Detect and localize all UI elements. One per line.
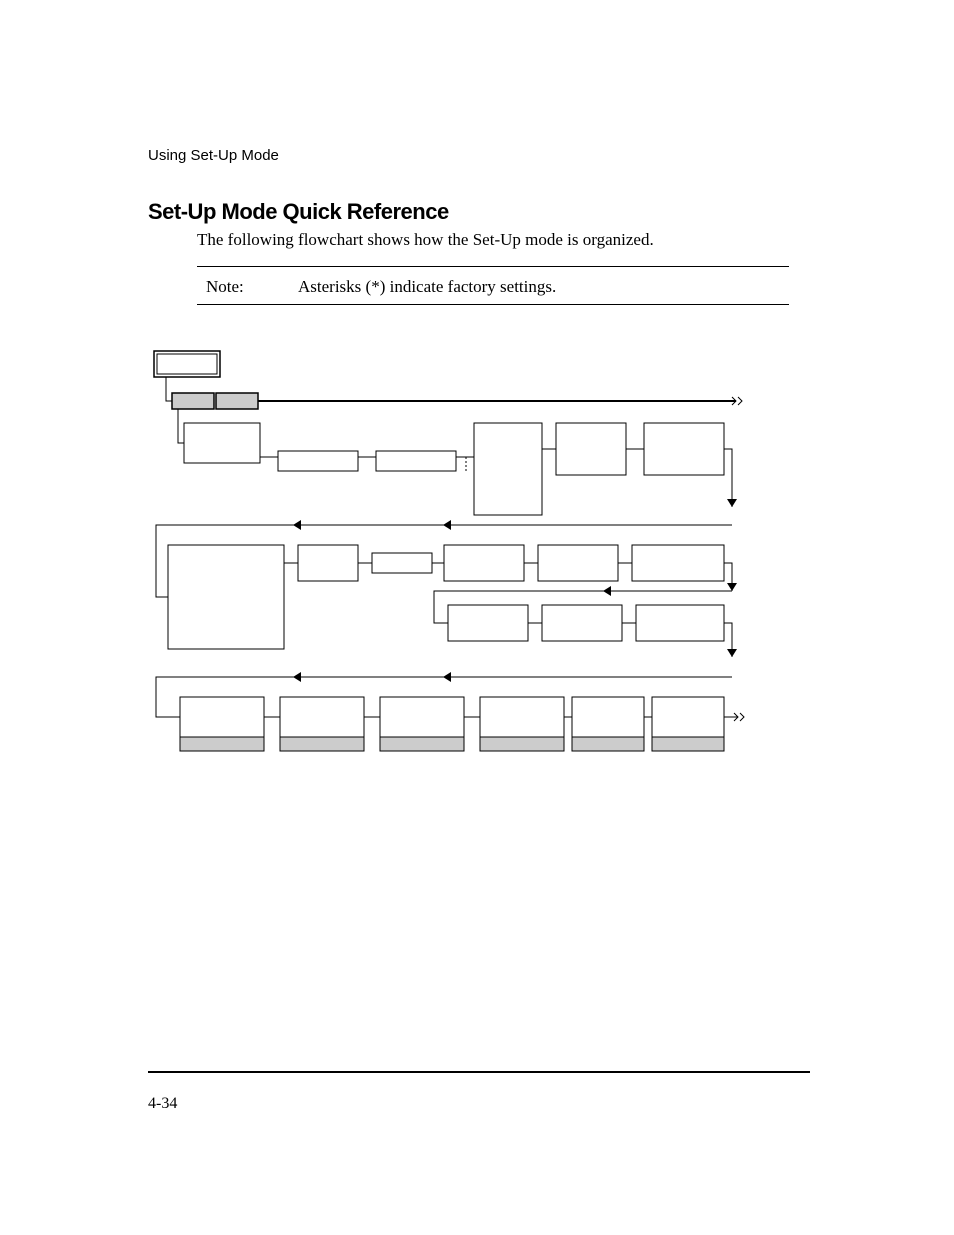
note-rule-bottom — [197, 304, 789, 305]
page-number: 4-34 — [148, 1095, 177, 1113]
note-label: Note: — [206, 277, 244, 297]
footer-rule — [148, 1071, 810, 1073]
note-rule-top — [197, 266, 789, 267]
note-body: Asterisks (*) indicate factory settings. — [298, 277, 556, 297]
intro-paragraph: The following flowchart shows how the Se… — [197, 230, 654, 250]
page: Using Set-Up Mode Set-Up Mode Quick Refe… — [0, 0, 954, 1235]
flowchart — [148, 347, 758, 767]
running-header: Using Set-Up Mode — [148, 147, 279, 164]
section-title: Set-Up Mode Quick Reference — [148, 199, 449, 225]
